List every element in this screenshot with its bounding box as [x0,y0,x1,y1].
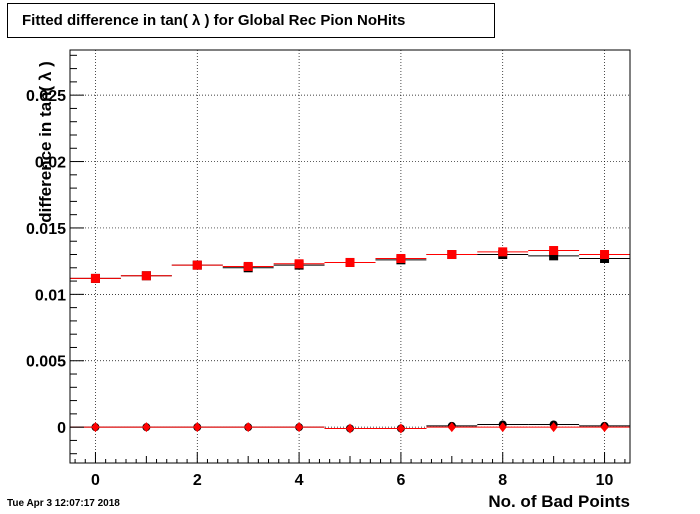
data-point [294,259,304,269]
data-point [244,422,253,433]
data-point [91,422,100,433]
grid-layer [70,50,630,463]
data-point [243,261,253,271]
series-3 [70,422,630,434]
y-tick-label: 0.015 [26,221,66,238]
y-tick-label: 0.025 [26,88,66,105]
data-point [549,251,559,261]
data-point [396,253,406,263]
data-point [396,423,405,434]
data-point [549,246,559,256]
x-axis-label: No. of Bad Points [488,492,630,511]
y-tick-label: 0.02 [35,155,66,172]
x-tick-label: 6 [396,472,405,489]
data-point [345,257,355,267]
plot-frame [69,49,631,464]
data-point [498,422,507,433]
data-point [90,273,100,283]
y-tick-label: 0 [57,420,66,437]
y-tick-label: 0.01 [35,287,66,304]
data-point [295,422,304,433]
data-point [498,247,508,257]
series-layer [70,246,630,434]
x-tick-label: 10 [596,472,614,489]
data-point [193,422,202,433]
data-point [447,250,457,260]
chart-title: Fitted difference in tan( λ ) for Global… [7,3,495,38]
x-tick-label: 2 [193,472,202,489]
data-point [192,260,202,270]
data-point [346,423,354,434]
datestamp: Tue Apr 3 12:07:17 2018 [7,498,120,509]
data-point [600,422,609,433]
data-point [142,422,151,433]
x-tick-label: 4 [295,472,304,489]
y-axis-label: difference in tan( λ ) [36,61,55,223]
series-1 [70,246,630,283]
x-tick-label: 8 [498,472,507,489]
x-tick-label: 0 [91,472,100,489]
data-point [447,422,456,433]
y-tick-label: 0.005 [26,354,66,371]
axis-layer: 0 2 4 6 8 10 0 0.005 0.01 0.015 0.02 0.025 [26,54,626,489]
data-point [549,422,558,433]
data-point [141,271,151,281]
data-point [600,250,610,260]
